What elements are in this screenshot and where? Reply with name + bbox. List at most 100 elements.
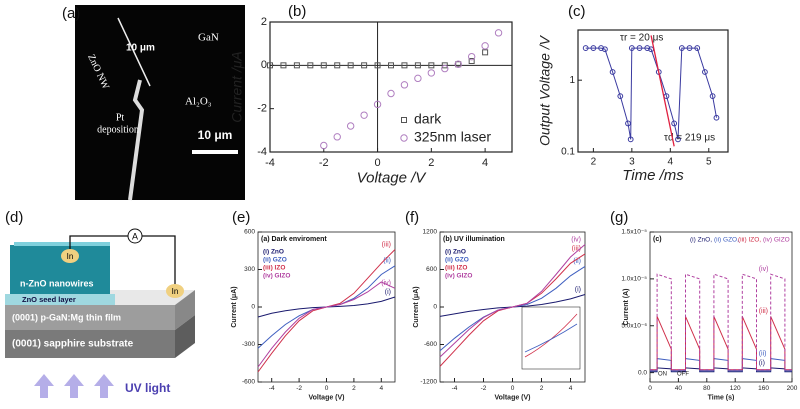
y-tick-label: 1 [569, 75, 575, 86]
x-tick-label: 40 [675, 385, 683, 392]
data-point [320, 141, 328, 150]
curve-label: (ii) [573, 258, 581, 265]
plot-frame [269, 21, 513, 153]
data-point [346, 122, 355, 130]
y-tick-label: 1.5x10⁻⁵ [621, 229, 647, 236]
ammeter [127, 228, 143, 244]
micrograph [75, 5, 245, 200]
nanowire-text: n-ZnO nanowires [20, 278, 94, 288]
data-point [590, 45, 597, 51]
y-tick-label: 0.1 [561, 147, 575, 158]
sapphire-text: (0001) sapphire substrate [12, 339, 134, 350]
chart-panel: (g) 0 40 80 120 160 200 0.0 5.0x10⁻⁶ 1.0x10⁻⁵ 1.5x… [610, 209, 798, 401]
x-tick-label: 2 [428, 157, 434, 169]
nanowire-array [10, 242, 110, 294]
x-axis-label: Voltage (V) [308, 394, 344, 401]
data-point [468, 58, 475, 64]
data-point [387, 89, 395, 98]
y-tick-label: 600 [426, 266, 437, 273]
legend-text: (ii) GZO [263, 257, 287, 264]
curve-label: (iii) [382, 241, 391, 248]
y-tick-label: 0 [251, 304, 255, 311]
y-tick-label: -300 [242, 341, 255, 348]
data-point [414, 62, 421, 69]
annotation: τd = 219 μs [664, 133, 715, 144]
scale-bar [192, 150, 238, 154]
data-line [650, 273, 792, 371]
legend-text: (i) ZnO [445, 249, 466, 256]
nw-arrow [117, 17, 151, 87]
nanowire [128, 79, 145, 201]
y-tick-label: 0 [261, 59, 267, 71]
data-point [482, 49, 489, 56]
data-point [455, 61, 462, 68]
data-point [414, 74, 422, 83]
data-point [334, 62, 341, 69]
data-point [598, 45, 604, 51]
panel-label: (g) [610, 209, 628, 226]
inset-curves [524, 323, 578, 353]
sapphire-side [175, 315, 195, 358]
data-line [257, 281, 396, 368]
data-point [494, 29, 503, 37]
data-point [427, 69, 436, 77]
data-point [694, 45, 701, 51]
y-tick-label: 2 [261, 16, 267, 28]
gan-layer [5, 305, 175, 330]
data-point [267, 62, 273, 69]
y-axis-label: Current (μA) [231, 286, 238, 327]
y-axis-label: Output Voltage /V [537, 34, 553, 146]
data-point [280, 62, 287, 69]
x-tick-label: 2 [540, 385, 544, 392]
data-point [644, 45, 651, 51]
data-line [439, 244, 586, 358]
data-point [320, 62, 327, 69]
data-point [293, 62, 300, 69]
curve-label: (i) [575, 286, 581, 293]
panel-label: (d) [5, 209, 23, 226]
curve-label: (ii) [383, 258, 391, 265]
x-tick-label: -2 [481, 385, 487, 392]
y-tick-label: -1200 [420, 379, 437, 386]
data-point [428, 62, 435, 69]
plot-frame [649, 231, 793, 383]
seed-layer [5, 294, 115, 305]
y-tick-label: 300 [244, 266, 255, 273]
annotation: ON [658, 372, 667, 378]
y-tick-label: 600 [244, 229, 255, 236]
gan-text: GaN [198, 32, 219, 44]
x-tick-label: 0 [374, 157, 380, 169]
wire [69, 235, 176, 285]
x-tick-label: -4 [452, 385, 458, 392]
x-tick-label: 200 [787, 385, 798, 392]
data-point [617, 93, 624, 100]
fit-line [650, 35, 675, 147]
chart-title: (c) [653, 236, 662, 243]
legend-text: dark [414, 111, 442, 127]
x-tick-label: 4 [482, 157, 488, 169]
legend-text: (i) ZnO, [690, 237, 712, 244]
x-tick-label: 2 [352, 385, 356, 392]
deposition-text: deposition [97, 124, 139, 135]
data-point [467, 52, 476, 61]
data-point [481, 42, 489, 50]
data-point [347, 62, 354, 69]
curve-label: (iv) [381, 280, 391, 287]
panel-label: (a) [62, 5, 80, 22]
y-tick-label: 0 [433, 304, 437, 311]
data-point [627, 136, 634, 143]
y-axis-label: Current /μA [229, 51, 245, 122]
data-point [388, 62, 394, 69]
legend-text: (iv) GIZO [263, 273, 290, 280]
in-text: In [172, 287, 179, 296]
al2o3-text: Al₂O₃ [185, 96, 212, 108]
data-point [678, 45, 685, 51]
x-tick-label: -2 [296, 385, 302, 392]
x-axis-label: Voltage /V [357, 169, 428, 186]
legend-text: (ii) GZO, [714, 237, 739, 244]
data-point [360, 111, 368, 119]
sapphire [5, 330, 175, 358]
legend-marker [401, 117, 407, 123]
chart-title: (a) Dark enviroment [261, 236, 327, 243]
